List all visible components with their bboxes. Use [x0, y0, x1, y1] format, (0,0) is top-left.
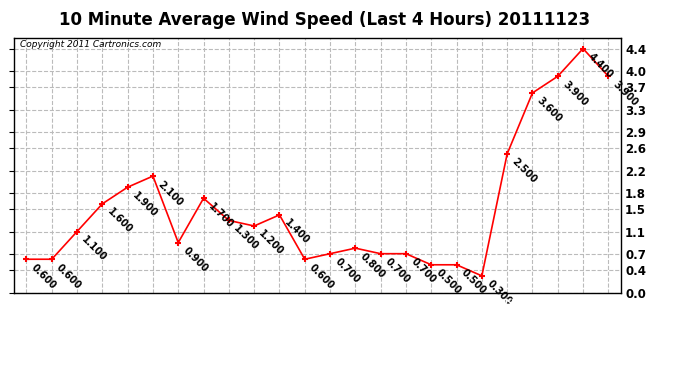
- Text: 0.600: 0.600: [55, 262, 83, 291]
- Text: 23:40: 23:40: [578, 297, 588, 325]
- Text: 22:00: 22:00: [326, 297, 335, 325]
- Text: 0.700: 0.700: [384, 256, 412, 285]
- Text: 21:00: 21:00: [174, 297, 183, 325]
- Text: 21:30: 21:30: [250, 297, 259, 325]
- Text: 0.600: 0.600: [29, 262, 58, 291]
- Text: 20:30: 20:30: [98, 297, 107, 325]
- Text: 22:20: 22:20: [376, 297, 385, 325]
- Text: 23:30: 23:30: [553, 297, 562, 325]
- Text: 0.900: 0.900: [181, 245, 210, 274]
- Text: 20:00: 20:00: [22, 297, 31, 325]
- Text: 1.200: 1.200: [257, 229, 286, 258]
- Text: 0.700: 0.700: [333, 256, 362, 285]
- Text: 1.700: 1.700: [206, 201, 235, 230]
- Text: 22:10: 22:10: [351, 297, 360, 325]
- Text: 1.300: 1.300: [232, 223, 260, 252]
- Text: 20:10: 20:10: [47, 297, 57, 325]
- Text: 21:20: 21:20: [224, 297, 233, 325]
- Text: 0.700: 0.700: [408, 256, 437, 285]
- Text: Copyright 2011 Cartronics.com: Copyright 2011 Cartronics.com: [20, 40, 161, 49]
- Text: 0.500: 0.500: [460, 267, 488, 296]
- Text: 1.400: 1.400: [282, 217, 311, 246]
- Text: 0.800: 0.800: [358, 251, 387, 280]
- Text: 22:50: 22:50: [452, 297, 461, 325]
- Text: 3.900: 3.900: [611, 79, 640, 108]
- Text: 0.300: 0.300: [484, 279, 513, 308]
- Text: 22:30: 22:30: [402, 297, 411, 325]
- Text: 20:20: 20:20: [72, 297, 81, 325]
- Text: 1.600: 1.600: [105, 207, 134, 236]
- Text: 23:50: 23:50: [604, 297, 613, 325]
- Text: 23:20: 23:20: [528, 297, 537, 325]
- Text: 21:40: 21:40: [275, 297, 284, 325]
- Text: 3.600: 3.600: [535, 96, 564, 124]
- Text: 0.500: 0.500: [434, 267, 463, 296]
- Text: 20:50: 20:50: [148, 297, 157, 325]
- Text: 4.400: 4.400: [586, 51, 615, 80]
- Text: 2.100: 2.100: [156, 179, 184, 208]
- Text: 3.900: 3.900: [560, 79, 589, 108]
- Text: 23:00: 23:00: [477, 297, 486, 325]
- Text: 2.500: 2.500: [510, 157, 539, 186]
- Text: 1.900: 1.900: [130, 190, 159, 219]
- Text: 21:50: 21:50: [300, 297, 309, 325]
- Text: 10 Minute Average Wind Speed (Last 4 Hours) 20111123: 10 Minute Average Wind Speed (Last 4 Hou…: [59, 11, 590, 29]
- Text: 1.100: 1.100: [80, 234, 108, 263]
- Text: 21:10: 21:10: [199, 297, 208, 325]
- Text: 0.600: 0.600: [308, 262, 336, 291]
- Text: 22:40: 22:40: [426, 297, 436, 325]
- Text: 23:10: 23:10: [502, 297, 512, 325]
- Text: 20:40: 20:40: [123, 297, 132, 325]
